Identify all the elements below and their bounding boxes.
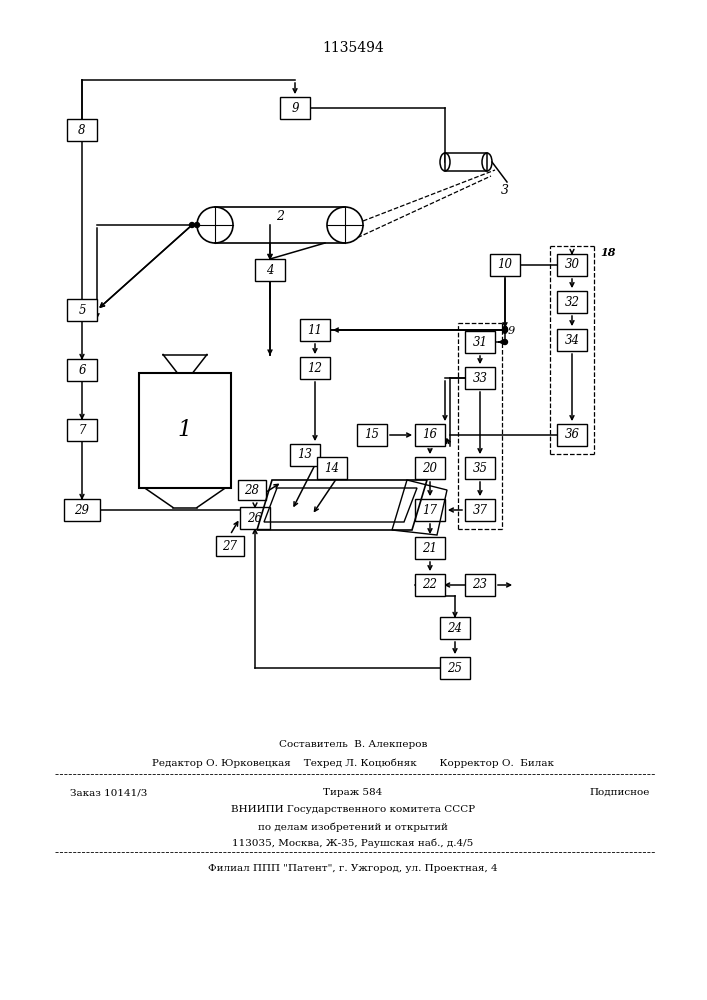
Text: 17: 17 <box>423 504 438 516</box>
FancyBboxPatch shape <box>465 367 495 389</box>
FancyBboxPatch shape <box>67 299 97 321</box>
Text: 22: 22 <box>423 578 438 591</box>
Circle shape <box>503 326 508 332</box>
Text: 33: 33 <box>472 371 488 384</box>
FancyBboxPatch shape <box>67 419 97 441</box>
Text: 15: 15 <box>365 428 380 442</box>
Text: 34: 34 <box>564 334 580 347</box>
FancyBboxPatch shape <box>317 457 347 479</box>
FancyBboxPatch shape <box>557 254 587 276</box>
Text: 2: 2 <box>276 211 284 224</box>
Circle shape <box>503 340 508 344</box>
Text: Подписное: Подписное <box>590 788 650 797</box>
Circle shape <box>503 328 508 332</box>
Text: 19: 19 <box>501 326 515 336</box>
Text: Филиал ППП "Патент", г. Ужгород, ул. Проектная, 4: Филиал ППП "Патент", г. Ужгород, ул. Про… <box>208 864 498 873</box>
Text: 28: 28 <box>245 484 259 496</box>
FancyBboxPatch shape <box>490 254 520 276</box>
FancyBboxPatch shape <box>300 319 330 341</box>
Text: 7: 7 <box>78 424 86 436</box>
FancyBboxPatch shape <box>557 424 587 446</box>
Text: 4: 4 <box>267 263 274 276</box>
Text: 12: 12 <box>308 361 322 374</box>
Circle shape <box>503 328 508 332</box>
FancyBboxPatch shape <box>280 97 310 119</box>
Text: 29: 29 <box>74 504 90 516</box>
Text: 113035, Москва, Ж-35, Раушская наб., д.4/5: 113035, Москва, Ж-35, Раушская наб., д.4… <box>233 839 474 848</box>
Text: 26: 26 <box>247 512 262 524</box>
Text: 6: 6 <box>78 363 86 376</box>
Text: Редактор О. Юрковецкая    Техред Л. Коцюбняк       Корректор О.  Билак: Редактор О. Юрковецкая Техред Л. Коцюбня… <box>152 758 554 768</box>
FancyBboxPatch shape <box>290 444 320 466</box>
Text: 27: 27 <box>223 540 238 552</box>
FancyBboxPatch shape <box>415 574 445 596</box>
Text: 14: 14 <box>325 462 339 475</box>
FancyBboxPatch shape <box>440 657 470 679</box>
Text: 13: 13 <box>298 448 312 462</box>
FancyBboxPatch shape <box>440 617 470 639</box>
Text: по делам изобретений и открытий: по делам изобретений и открытий <box>258 822 448 832</box>
FancyBboxPatch shape <box>139 372 231 488</box>
Text: 8: 8 <box>78 123 86 136</box>
Text: 1: 1 <box>178 419 192 441</box>
Text: 25: 25 <box>448 662 462 674</box>
FancyBboxPatch shape <box>216 536 244 556</box>
Text: 1135494: 1135494 <box>322 41 384 55</box>
Text: 32: 32 <box>564 296 580 308</box>
Text: 35: 35 <box>472 462 488 475</box>
FancyBboxPatch shape <box>465 499 495 521</box>
Text: Тираж 584: Тираж 584 <box>323 788 382 797</box>
FancyBboxPatch shape <box>64 499 100 521</box>
FancyBboxPatch shape <box>240 507 270 529</box>
FancyBboxPatch shape <box>415 499 445 521</box>
Text: 5: 5 <box>78 304 86 316</box>
Text: 20: 20 <box>423 462 438 475</box>
FancyBboxPatch shape <box>465 331 495 353</box>
FancyBboxPatch shape <box>238 480 266 500</box>
Circle shape <box>189 223 194 228</box>
Text: 31: 31 <box>472 336 488 349</box>
FancyBboxPatch shape <box>300 357 330 379</box>
Text: ВНИИПИ Государственного комитета СССР: ВНИИПИ Государственного комитета СССР <box>231 805 475 814</box>
Text: 10: 10 <box>498 258 513 271</box>
Text: 9: 9 <box>291 102 299 114</box>
FancyBboxPatch shape <box>67 119 97 141</box>
FancyBboxPatch shape <box>465 457 495 479</box>
Text: Заказ 10141/3: Заказ 10141/3 <box>70 788 147 797</box>
FancyBboxPatch shape <box>557 291 587 313</box>
Text: 18: 18 <box>600 246 616 257</box>
Circle shape <box>194 223 199 228</box>
Text: Составитель  В. Алекперов: Составитель В. Алекперов <box>279 740 427 749</box>
Text: 23: 23 <box>472 578 488 591</box>
Text: 16: 16 <box>423 428 438 442</box>
FancyBboxPatch shape <box>255 259 285 281</box>
Text: 24: 24 <box>448 621 462 635</box>
Text: 37: 37 <box>472 504 488 516</box>
FancyBboxPatch shape <box>557 329 587 351</box>
FancyBboxPatch shape <box>415 424 445 446</box>
FancyBboxPatch shape <box>465 574 495 596</box>
FancyBboxPatch shape <box>67 359 97 381</box>
Text: 30: 30 <box>564 258 580 271</box>
FancyBboxPatch shape <box>415 537 445 559</box>
Text: 21: 21 <box>423 542 438 554</box>
Text: 11: 11 <box>308 324 322 336</box>
Text: 36: 36 <box>564 428 580 442</box>
Text: 3: 3 <box>501 184 509 196</box>
FancyBboxPatch shape <box>357 424 387 446</box>
FancyBboxPatch shape <box>415 457 445 479</box>
FancyBboxPatch shape <box>445 153 487 171</box>
